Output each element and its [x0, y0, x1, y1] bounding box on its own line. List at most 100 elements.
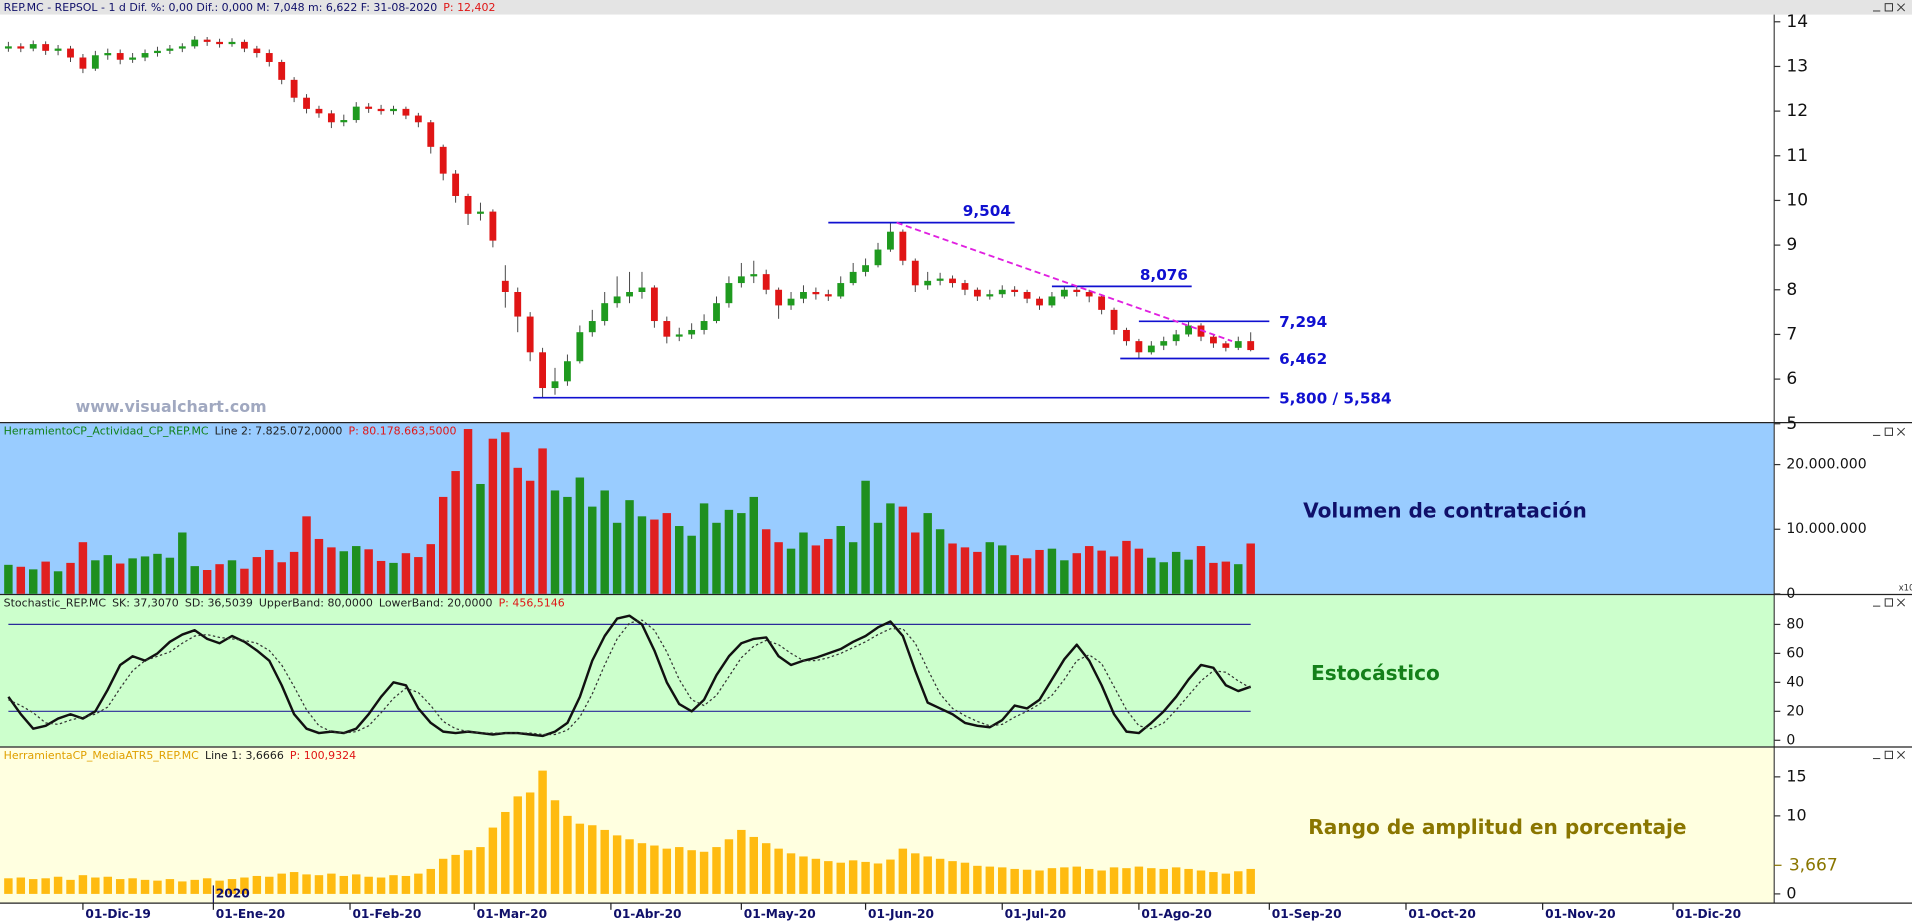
panel-header: Stochastic_REP.MC SK: 37,3070 SD: 36,5039 U…	[4, 597, 565, 610]
bar	[16, 566, 26, 594]
bar	[240, 877, 249, 894]
bar	[886, 503, 895, 594]
candle-body	[1110, 309, 1118, 330]
bar	[426, 868, 435, 894]
candle-body	[154, 50, 161, 54]
panel-header-item: HerramientaCP_MediaATR5_REP.MC	[4, 749, 200, 762]
candle-body	[390, 108, 397, 112]
panel-header-item: SK: 37,3070	[112, 597, 179, 610]
bar	[637, 516, 647, 594]
candle-body	[725, 283, 733, 304]
bar	[811, 858, 821, 894]
candle-body	[750, 274, 758, 277]
bar	[662, 848, 672, 894]
candle-body	[824, 294, 832, 297]
bar	[935, 529, 945, 594]
candle-body	[924, 280, 932, 286]
candle-body	[1222, 343, 1230, 348]
bar	[998, 867, 1007, 894]
candle-body	[4, 46, 12, 49]
candle-body	[601, 303, 609, 322]
candle-body	[79, 57, 87, 69]
candle-body	[166, 48, 174, 51]
bar	[1022, 869, 1032, 894]
y-tick-label: 13	[1786, 56, 1808, 76]
level-label: 8,076	[1140, 266, 1188, 284]
candle-body	[887, 231, 894, 250]
panel-title: Estocástico	[1311, 661, 1440, 685]
candle-body	[216, 41, 223, 45]
bar	[53, 571, 63, 594]
bar	[513, 796, 522, 894]
x-tick-label: 01-Mar-20	[477, 907, 547, 921]
candle-body	[228, 41, 236, 45]
y-tick-label: 8	[1786, 280, 1797, 300]
candle-body	[1098, 296, 1106, 310]
bar	[724, 509, 734, 594]
candle-body	[874, 249, 882, 266]
bar	[873, 863, 883, 894]
candle-body	[675, 334, 683, 337]
panel-header-item: Line 1: 3,6666	[205, 749, 284, 762]
candle-body	[42, 44, 50, 51]
bar	[1122, 540, 1131, 594]
bar	[1109, 867, 1119, 894]
bar	[824, 861, 833, 894]
bar	[1134, 866, 1144, 894]
bar	[1047, 868, 1057, 894]
candle-body	[67, 48, 74, 58]
bar	[1184, 559, 1193, 594]
y-tick-label: 11	[1786, 146, 1808, 166]
candle-body	[762, 274, 770, 290]
panel-header: HerramientoCP_Actividad_CP_REP.MC Line 2:…	[4, 425, 457, 438]
bar	[637, 843, 647, 894]
bar	[476, 847, 485, 894]
bar	[973, 865, 982, 894]
bar	[153, 553, 162, 594]
bar	[1171, 551, 1181, 594]
candle-body	[650, 287, 658, 322]
candle-body	[91, 55, 99, 69]
bar	[761, 843, 771, 894]
y-tick-label: 0	[1786, 883, 1796, 902]
bar	[178, 881, 187, 894]
candle-body	[936, 278, 944, 281]
bar	[985, 866, 995, 894]
bar	[737, 829, 746, 894]
bar	[376, 560, 386, 594]
bar	[165, 557, 175, 594]
bar	[724, 839, 734, 894]
candle-body	[340, 120, 348, 123]
bar	[948, 543, 957, 594]
panel-header-item: Stochastic_REP.MC	[4, 597, 107, 610]
bar	[1035, 870, 1044, 894]
trend-line	[896, 221, 1233, 342]
bar	[1122, 868, 1131, 894]
y-tick-label: 15	[1786, 766, 1806, 785]
candle-body	[178, 46, 186, 49]
y-tick-label: 6	[1786, 369, 1797, 389]
bar	[240, 568, 249, 594]
candle-body	[737, 276, 745, 284]
bar	[140, 556, 150, 594]
series-line	[7, 614, 1252, 738]
candle-body	[899, 231, 907, 261]
candle-body	[1172, 334, 1180, 342]
bar	[1060, 560, 1069, 594]
bar	[103, 555, 112, 594]
candle-body	[352, 106, 360, 121]
candle-body	[713, 303, 720, 322]
plot-area	[4, 429, 1255, 594]
candle-body	[501, 280, 509, 293]
bar	[66, 562, 75, 594]
y-tick-label: 10	[1786, 805, 1806, 824]
bar	[985, 542, 995, 594]
candle-body	[17, 46, 25, 49]
panel-title: Rango de amplitud en porcentaje	[1308, 815, 1686, 839]
bar	[202, 878, 212, 894]
bar	[625, 839, 634, 894]
bar	[339, 551, 349, 594]
bar	[426, 544, 435, 594]
candle-body	[315, 108, 323, 114]
